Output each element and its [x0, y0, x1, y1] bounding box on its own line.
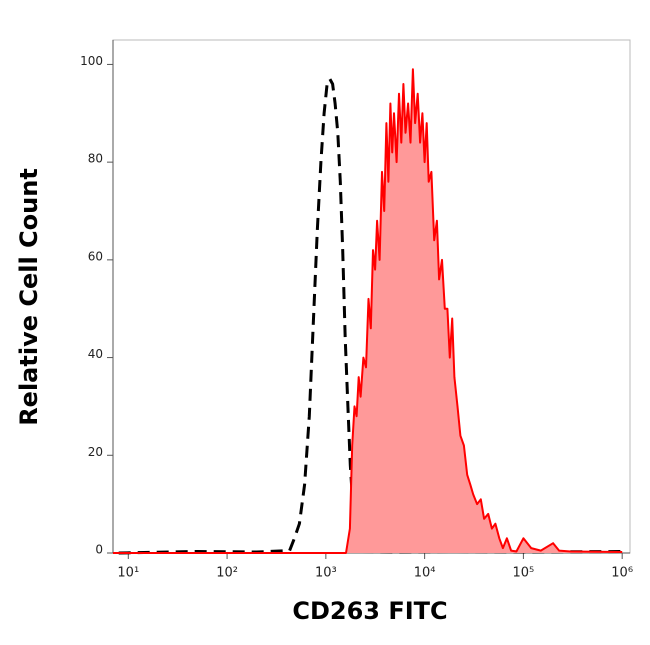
- y-tick-label: 80: [88, 152, 103, 166]
- y-tick-label: 20: [88, 445, 103, 459]
- histogram-line: [118, 77, 623, 555]
- x-tick-label: 10⁵: [513, 566, 535, 581]
- x-tick-label: 10³: [315, 566, 337, 581]
- x-tick-label: 10²: [216, 566, 238, 581]
- x-tick-label: 10⁴: [414, 566, 436, 581]
- y-axis-label: Relative Cell Count: [15, 168, 43, 426]
- y-tick-label: 100: [80, 54, 103, 68]
- x-axis-label: CD263 FITC: [292, 597, 447, 625]
- histogram-line: [113, 68, 623, 554]
- x-tick-label: 10¹: [117, 566, 139, 581]
- y-tick-label: 40: [88, 347, 103, 361]
- y-tick-label: 60: [88, 249, 103, 263]
- y-tick-label: 0: [95, 543, 103, 557]
- x-tick-label: 10⁶: [611, 566, 633, 581]
- area: [113, 69, 623, 554]
